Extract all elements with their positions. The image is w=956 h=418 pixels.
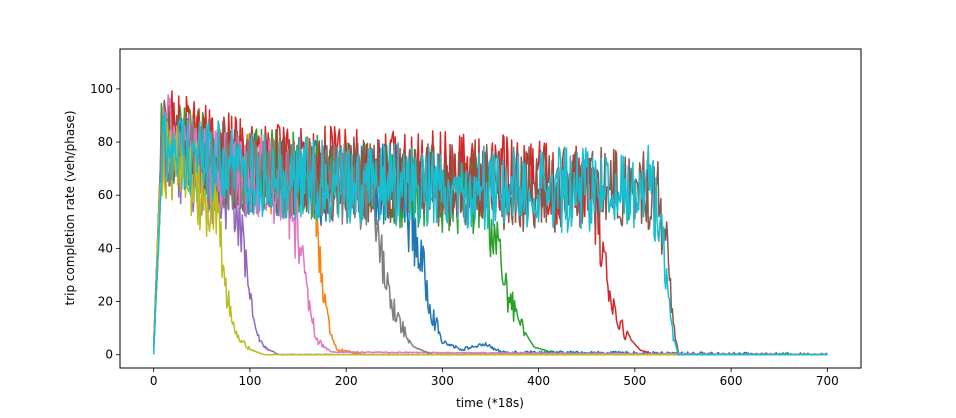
y-tick-label: 60 [98, 188, 113, 202]
x-tick-label: 500 [623, 374, 646, 388]
y-axis-label: trip completion rate (veh/phase) [63, 110, 77, 305]
x-tick-label: 700 [816, 374, 839, 388]
y-tick-label: 80 [98, 135, 113, 149]
series-line-10 [152, 111, 828, 356]
series-layer [152, 90, 828, 356]
x-tick-label: 100 [238, 374, 261, 388]
x-tick-label: 600 [720, 374, 743, 388]
y-axis-ticks: 0 20 40 60 80 100 [90, 82, 120, 362]
x-tick-label: 0 [150, 374, 158, 388]
x-tick-label: 400 [527, 374, 550, 388]
x-axis-ticks: 0 100 200 300 400 500 600 700 [150, 368, 839, 388]
x-tick-label: 300 [431, 374, 454, 388]
x-axis-label: time (*18s) [456, 396, 524, 410]
y-tick-label: 20 [98, 295, 113, 309]
x-tick-label: 200 [335, 374, 358, 388]
y-tick-label: 0 [105, 348, 113, 362]
y-tick-label: 100 [90, 82, 113, 96]
y-tick-label: 40 [98, 241, 113, 255]
plot-area-frame [119, 48, 862, 369]
